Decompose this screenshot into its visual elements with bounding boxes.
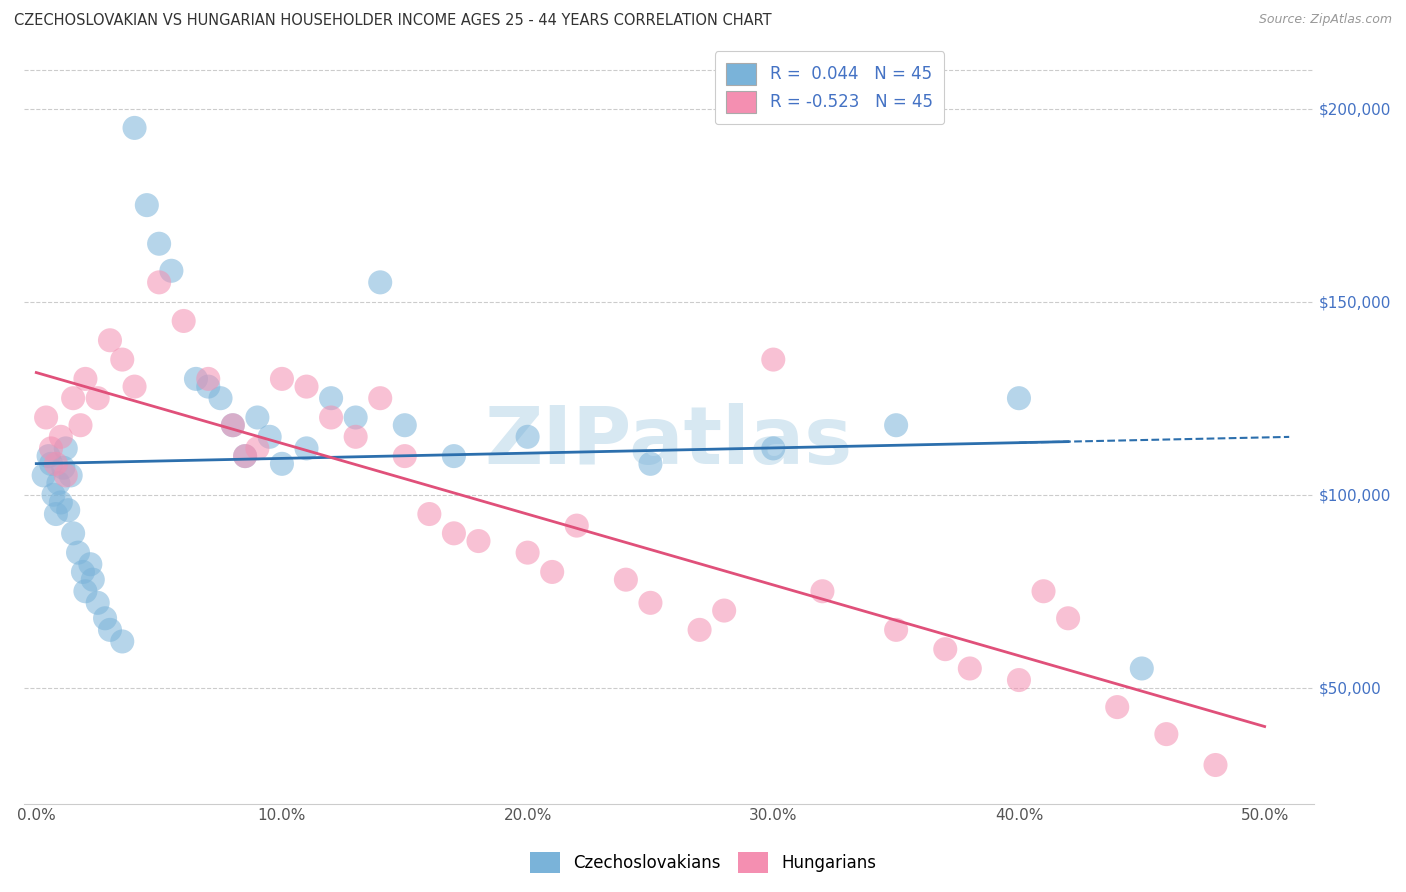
Point: [271, 457, 294, 471]
Point: [1107, 700, 1129, 714]
Point: [45, 507, 67, 521]
Point: [209, 391, 232, 405]
Text: ZIPatlas: ZIPatlas: [485, 403, 853, 481]
Point: [111, 352, 134, 367]
Point: [394, 449, 416, 463]
Point: [1130, 661, 1153, 675]
Text: CZECHOSLOVAKIAN VS HUNGARIAN HOUSEHOLDER INCOME AGES 25 - 44 YEARS CORRELATION C: CZECHOSLOVAKIAN VS HUNGARIAN HOUSEHOLDER…: [14, 13, 772, 29]
Point: [713, 603, 735, 617]
Point: [1057, 611, 1080, 625]
Point: [160, 264, 183, 278]
Point: [94, 611, 117, 625]
Point: [58, 503, 80, 517]
Point: [111, 634, 134, 648]
Point: [368, 391, 391, 405]
Point: [271, 372, 294, 386]
Point: [67, 546, 90, 560]
Point: [516, 546, 538, 560]
Point: [295, 442, 318, 456]
Point: [79, 558, 101, 572]
Point: [689, 623, 711, 637]
Point: [49, 430, 72, 444]
Point: [197, 379, 219, 393]
Point: [62, 526, 84, 541]
Point: [72, 565, 94, 579]
Point: [86, 391, 108, 405]
Point: [811, 584, 834, 599]
Point: [344, 430, 367, 444]
Point: [62, 391, 84, 405]
Point: [246, 442, 269, 456]
Point: [319, 391, 342, 405]
Point: [75, 584, 97, 599]
Point: [59, 468, 82, 483]
Point: [259, 430, 281, 444]
Point: [82, 573, 104, 587]
Point: [344, 410, 367, 425]
Point: [52, 460, 75, 475]
Point: [884, 623, 907, 637]
Point: [98, 333, 121, 347]
Point: [467, 534, 489, 549]
Point: [55, 468, 77, 483]
Point: [184, 372, 207, 386]
Point: [42, 488, 65, 502]
Point: [148, 276, 170, 290]
Point: [1008, 391, 1031, 405]
Point: [222, 418, 245, 433]
Point: [640, 457, 662, 471]
Point: [69, 418, 91, 433]
Point: [443, 449, 465, 463]
Point: [222, 418, 245, 433]
Point: [443, 526, 465, 541]
Point: [246, 410, 269, 425]
Point: [1156, 727, 1178, 741]
Point: [418, 507, 440, 521]
Text: Source: ZipAtlas.com: Source: ZipAtlas.com: [1258, 13, 1392, 27]
Point: [762, 352, 785, 367]
Point: [934, 642, 956, 657]
Point: [1205, 758, 1227, 772]
Point: [173, 314, 195, 328]
Point: [959, 661, 981, 675]
Point: [565, 518, 588, 533]
Legend: R =  0.044   N = 45, R = -0.523   N = 45: R = 0.044 N = 45, R = -0.523 N = 45: [714, 52, 945, 124]
Point: [124, 379, 146, 393]
Point: [1032, 584, 1054, 599]
Point: [75, 372, 97, 386]
Point: [48, 476, 70, 491]
Point: [39, 457, 62, 471]
Point: [295, 379, 318, 393]
Point: [32, 468, 55, 483]
Point: [640, 596, 662, 610]
Point: [319, 410, 342, 425]
Point: [49, 495, 72, 509]
Point: [614, 573, 637, 587]
Point: [368, 276, 391, 290]
Point: [884, 418, 907, 433]
Legend: Czechoslovakians, Hungarians: Czechoslovakians, Hungarians: [523, 846, 883, 880]
Point: [148, 236, 170, 251]
Point: [516, 430, 538, 444]
Point: [541, 565, 564, 579]
Point: [233, 449, 256, 463]
Point: [135, 198, 157, 212]
Point: [39, 442, 62, 456]
Point: [197, 372, 219, 386]
Point: [45, 457, 67, 471]
Point: [55, 442, 77, 456]
Point: [1008, 673, 1031, 687]
Point: [86, 596, 108, 610]
Point: [35, 410, 58, 425]
Point: [38, 449, 60, 463]
Point: [124, 120, 146, 135]
Point: [762, 442, 785, 456]
Point: [98, 623, 121, 637]
Point: [233, 449, 256, 463]
Point: [394, 418, 416, 433]
